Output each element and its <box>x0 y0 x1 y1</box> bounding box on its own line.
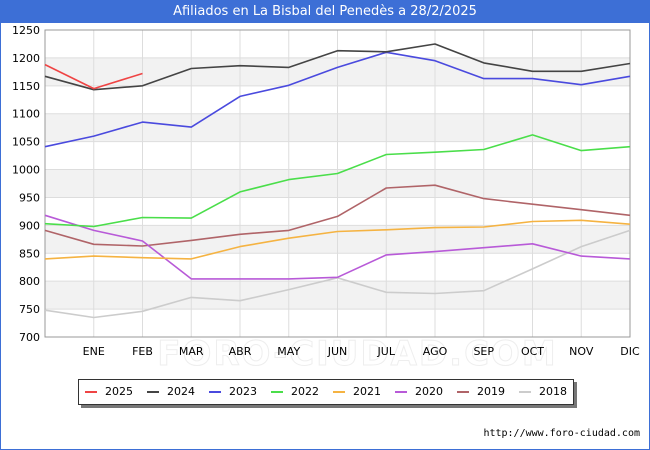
legend-swatch <box>395 391 407 393</box>
y-tick-label: 800 <box>19 275 40 288</box>
x-tick-label: NOV <box>569 345 594 358</box>
x-tick-label: AGO <box>423 345 448 358</box>
x-tick-label: FEB <box>132 345 153 358</box>
watermark: FORO-CIUDAD.COM <box>157 334 558 374</box>
legend-label: 2018 <box>539 385 567 398</box>
x-tick-label: MAR <box>179 345 204 358</box>
x-tick-label: ENE <box>83 345 105 358</box>
x-tick-label: JUL <box>377 345 396 358</box>
series-line-2025 <box>44 63 143 90</box>
x-tick-label: DIC <box>620 345 640 358</box>
y-tick-label: 1000 <box>12 164 40 177</box>
series-line-2023 <box>44 51 631 148</box>
y-tick-label: 1200 <box>12 52 40 65</box>
legend-label: 2021 <box>353 385 381 398</box>
legend-swatch <box>147 391 159 393</box>
legend-swatch <box>333 391 345 393</box>
series-line-2021 <box>44 219 631 260</box>
legend-label: 2023 <box>229 385 257 398</box>
y-tick-label: 850 <box>19 247 40 260</box>
y-tick-label: 950 <box>19 191 40 204</box>
series-line-2024 <box>44 43 631 91</box>
legend-label: 2020 <box>415 385 443 398</box>
legend-label: 2022 <box>291 385 319 398</box>
legend-swatch <box>209 391 221 393</box>
legend-swatch <box>85 391 97 393</box>
chart-title: Afiliados en La Bisbal del Penedès a 28/… <box>1 1 649 23</box>
legend-swatch <box>519 391 531 393</box>
series-line-2019 <box>44 184 631 247</box>
legend-swatch <box>271 391 283 393</box>
source-credit[interactable]: http://www.foro-ciudad.com <box>483 428 640 439</box>
y-tick-label: 1150 <box>12 80 40 93</box>
plot-area <box>44 29 631 338</box>
x-tick-label: MAY <box>277 345 300 358</box>
y-tick-label: 1250 <box>12 24 40 37</box>
series-line-2022 <box>44 134 631 228</box>
legend-label: 2024 <box>167 385 195 398</box>
y-tick-label: 750 <box>19 303 40 316</box>
legend-label: 2019 <box>477 385 505 398</box>
x-tick-label: ABR <box>229 345 252 358</box>
y-tick-label: 700 <box>19 331 40 344</box>
legend-swatch <box>457 391 469 393</box>
y-tick-label: 900 <box>19 219 40 232</box>
y-tick-label: 1100 <box>12 108 40 121</box>
legend: 2025 2024 2023 2022 2021 2020 2019 2018 <box>78 379 574 405</box>
y-tick-label: 1050 <box>12 136 40 149</box>
x-tick-label: SEP <box>473 345 494 358</box>
x-tick-label: OCT <box>521 345 544 358</box>
series-line-2020 <box>44 214 631 280</box>
x-tick-label: JUN <box>327 345 348 358</box>
legend-label: 2025 <box>105 385 133 398</box>
